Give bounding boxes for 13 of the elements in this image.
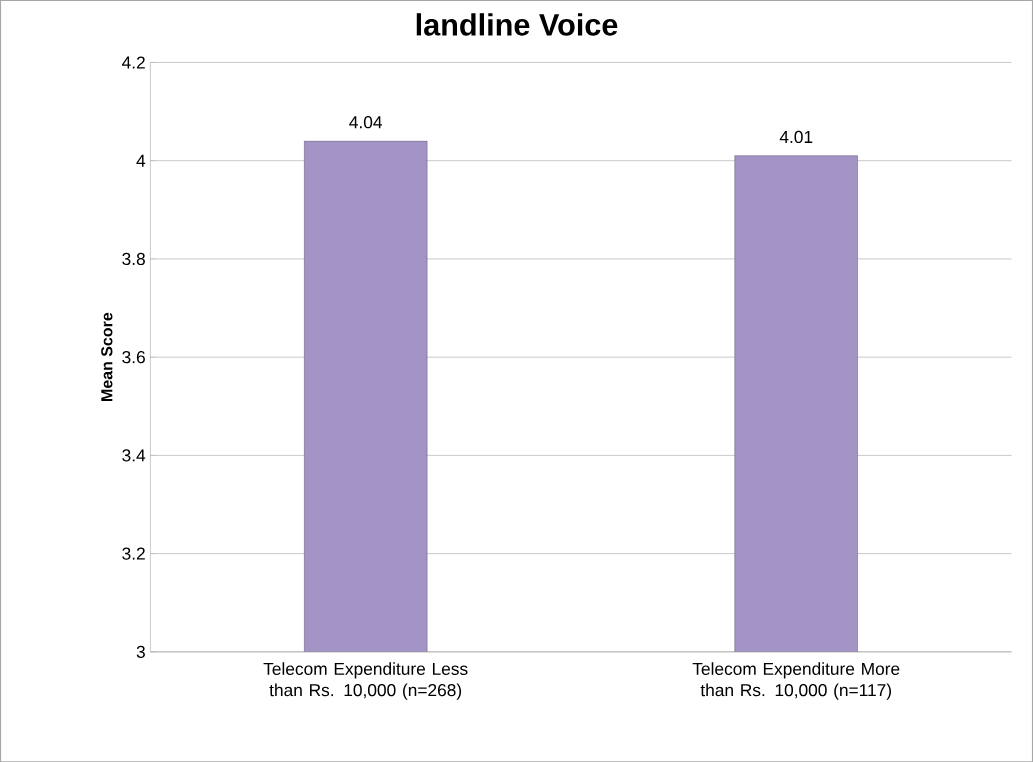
y-tick-label: 3.2 [122, 547, 145, 560]
y-tick-label: 3.4 [122, 449, 146, 462]
y-axis-title: Mean Score [101, 312, 113, 401]
y-tick-label: 3 [136, 645, 145, 658]
x-tick-label: Telecom Expenditure More than Rs. 10,000 (n=117) [692, 662, 900, 700]
data-label: 4.01 [779, 130, 813, 143]
y-tick-label: 3.6 [122, 350, 145, 364]
y-tick-label: 4.2 [122, 56, 145, 69]
chart-title: landline Voice [416, 13, 618, 36]
data-label: 4.04 [349, 115, 383, 129]
y-tick-label: 4 [136, 154, 146, 167]
x-tick-label: Telecom Expenditure Less than Rs. 10,000 (n=268) [263, 662, 468, 700]
y-tick-label: 3.8 [122, 252, 145, 265]
